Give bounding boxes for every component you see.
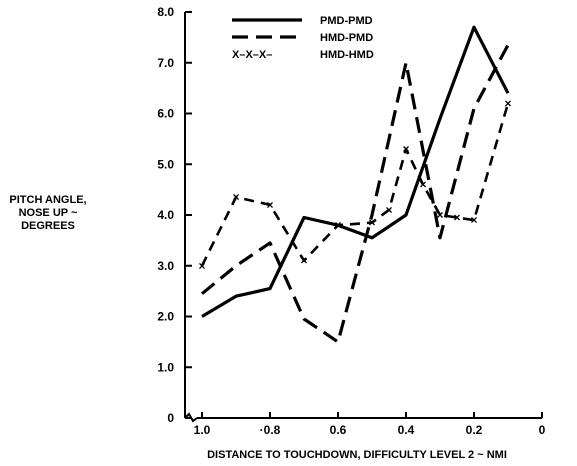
- y-tick-label: 0: [167, 411, 174, 425]
- y-axis-title-line-3: DEGREES: [21, 220, 75, 232]
- legend-label-hmd-hmd: HMD-HMD: [320, 49, 374, 61]
- legend-label-hmd-pmd: HMD-PMD: [320, 32, 373, 44]
- legend-label-pmd-pmd: PMD-PMD: [320, 15, 373, 27]
- series-line-pmd-pmd: [201, 25, 510, 318]
- chart-legend: PMD-PMD HMD-PMD X–X–X– HMD-HMD: [232, 15, 374, 61]
- series-point-hmd-hmd: ×: [334, 218, 341, 232]
- x-tick-label: 1.0: [194, 423, 211, 437]
- x-tick-label: ·0.8: [260, 423, 281, 437]
- y-tick-label: 8.0: [157, 5, 174, 19]
- y-tick-label: 1.0: [157, 360, 174, 374]
- y-axis-title-line-2: NOSE UP ~: [19, 207, 78, 219]
- series-point-hmd-hmd: ×: [368, 216, 375, 230]
- series-layer: × × × × × × × × × × × × ×: [198, 25, 512, 344]
- y-tick-label: 6.0: [157, 107, 174, 121]
- y-tick-label: 4.0: [157, 208, 174, 222]
- series-line-hmd-hmd: [200, 102, 510, 267]
- x-tick-label: 0.2: [466, 423, 483, 437]
- chart-axes: 0 1.0 2.0 3.0 4.0 5.0 6.0 7.0 8.0 1.0 ·0.8 0.6 0.4 0.…: [157, 5, 545, 437]
- series-line-hmd-pmd: [200, 44, 510, 344]
- y-tick-label: 7.0: [157, 56, 174, 70]
- x-tick-label: 0.6: [330, 423, 347, 437]
- series-point-hmd-hmd: ×: [385, 203, 392, 217]
- series-point-hmd-hmd: ×: [232, 190, 239, 204]
- series-point-hmd-hmd: ×: [198, 259, 205, 273]
- series-point-hmd-hmd: ×: [436, 208, 443, 222]
- series-point-hmd-hmd: ×: [504, 96, 511, 110]
- x-tick-label: 0.4: [398, 423, 415, 437]
- series-point-hmd-hmd: ×: [470, 213, 477, 227]
- x-tick-label: 0: [539, 423, 546, 437]
- x-axis-title: DISTANCE TO TOUCHDOWN, DIFFICULTY LEVEL …: [207, 449, 507, 461]
- series-point-hmd-hmd: ×: [402, 142, 409, 156]
- y-tick-label: 5.0: [157, 157, 174, 171]
- y-tick-label: 3.0: [157, 259, 174, 273]
- series-point-hmd-hmd: ×: [453, 211, 460, 225]
- y-tick-label: 2.0: [157, 310, 174, 324]
- legend-marker-hmd-hmd: X–X–X–: [232, 49, 272, 61]
- series-point-hmd-hmd: ×: [266, 198, 273, 212]
- y-axis-title-line-1: PITCH ANGLE,: [9, 194, 86, 206]
- series-point-hmd-hmd: ×: [419, 178, 426, 192]
- series-point-hmd-hmd: ×: [300, 254, 307, 268]
